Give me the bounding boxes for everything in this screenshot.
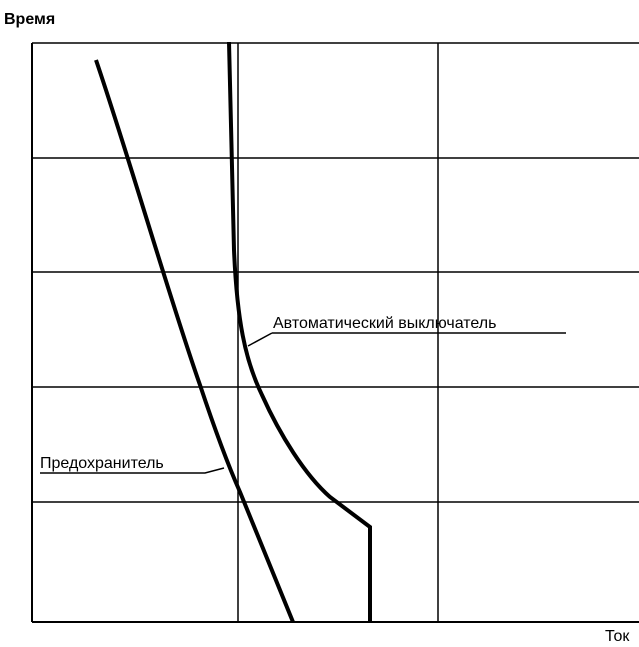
breaker-leader: [247, 332, 566, 347]
x-axis-label: Ток: [605, 628, 630, 645]
y-axis-label: Время: [4, 11, 55, 28]
fuse-curve: [94, 59, 295, 623]
breaker-label: Автоматический выключатель: [273, 315, 496, 332]
fuse-label: Предохранитель: [40, 455, 164, 472]
fuse-leader: [40, 467, 225, 474]
breaker-curve: [227, 41, 372, 622]
